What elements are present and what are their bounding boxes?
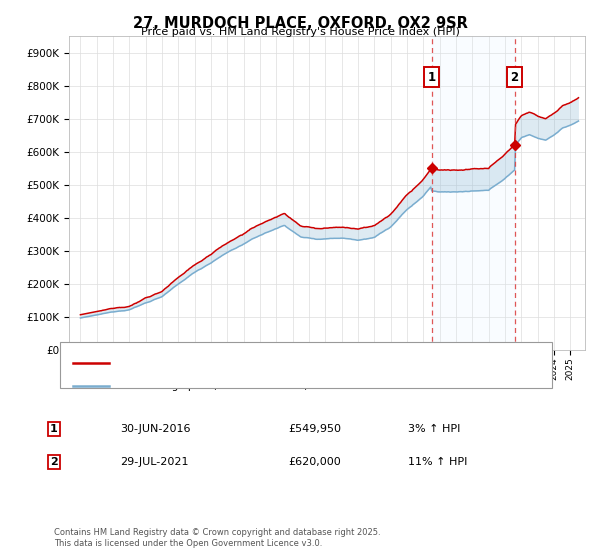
Text: £549,950: £549,950 [288, 424, 341, 434]
Text: 2: 2 [50, 457, 58, 467]
Text: 27, MURDOCH PLACE, OXFORD, OX2 9SR: 27, MURDOCH PLACE, OXFORD, OX2 9SR [133, 16, 467, 31]
Text: 3% ↑ HPI: 3% ↑ HPI [408, 424, 460, 434]
Text: 30-JUN-2016: 30-JUN-2016 [120, 424, 191, 434]
Text: 11% ↑ HPI: 11% ↑ HPI [408, 457, 467, 467]
Text: HPI: Average price, detached house, Vale of White Horse: HPI: Average price, detached house, Vale… [118, 381, 414, 391]
Text: 1: 1 [427, 71, 436, 83]
Text: 29-JUL-2021: 29-JUL-2021 [120, 457, 188, 467]
Text: £620,000: £620,000 [288, 457, 341, 467]
Text: 1: 1 [50, 424, 58, 434]
Text: Price paid vs. HM Land Registry's House Price Index (HPI): Price paid vs. HM Land Registry's House … [140, 27, 460, 37]
Bar [431, 36, 515, 350]
Text: Contains HM Land Registry data © Crown copyright and database right 2025.
This d: Contains HM Land Registry data © Crown c… [54, 528, 380, 548]
Text: 27, MURDOCH PLACE, OXFORD, OX2 9SR (detached house): 27, MURDOCH PLACE, OXFORD, OX2 9SR (deta… [118, 358, 427, 368]
Text: 2: 2 [511, 71, 518, 83]
